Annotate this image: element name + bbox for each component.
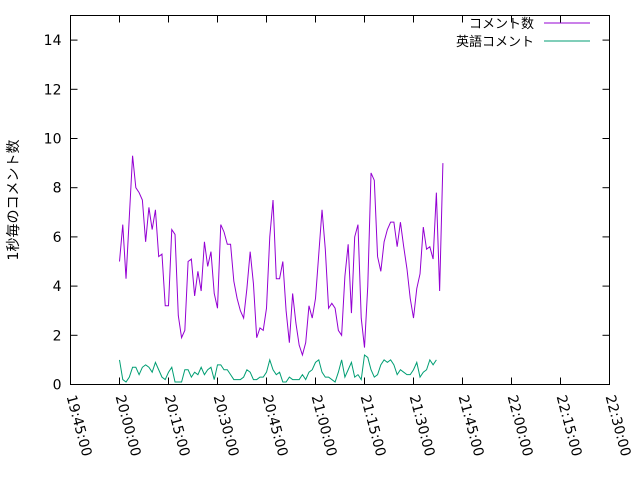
legend: コメント数 英語コメント [456,17,590,50]
y-tick-label: 8 [53,181,62,197]
plot-frame [70,15,610,385]
legend-label-series-1: コメント数 [469,17,534,32]
x-tick-label: 22:30:00 [602,393,634,458]
y-tick-label: 10 [44,132,62,148]
y-tick-label: 2 [53,328,62,344]
x-tick-label: 22:00:00 [504,393,536,458]
series-line-1 [119,155,444,357]
x-tick-label: 20:15:00 [161,393,193,458]
y-tick-label: 14 [44,33,62,49]
x-tick-label: 20:00:00 [112,393,144,458]
legend-label-series-2: 英語コメント [456,34,534,50]
x-tick-label: 19:45:00 [63,393,95,458]
y-tick-label: 6 [53,230,62,246]
y-tick-label: 4 [53,279,62,295]
y-tick-label: 0 [53,378,62,394]
y-tick-label: 12 [44,82,62,98]
x-tick-label: 20:45:00 [259,393,291,458]
x-tick-label: 21:00:00 [308,393,340,458]
y-axis-label: 1秒毎のコメント数 [6,140,22,261]
x-tick-label: 21:15:00 [357,393,389,458]
x-tick-label: 21:45:00 [455,393,487,458]
x-tick-label: 22:15:00 [553,393,585,458]
series-line-2 [119,354,437,383]
x-tick-label: 21:30:00 [406,393,438,458]
x-tick-label: 20:30:00 [210,393,242,458]
